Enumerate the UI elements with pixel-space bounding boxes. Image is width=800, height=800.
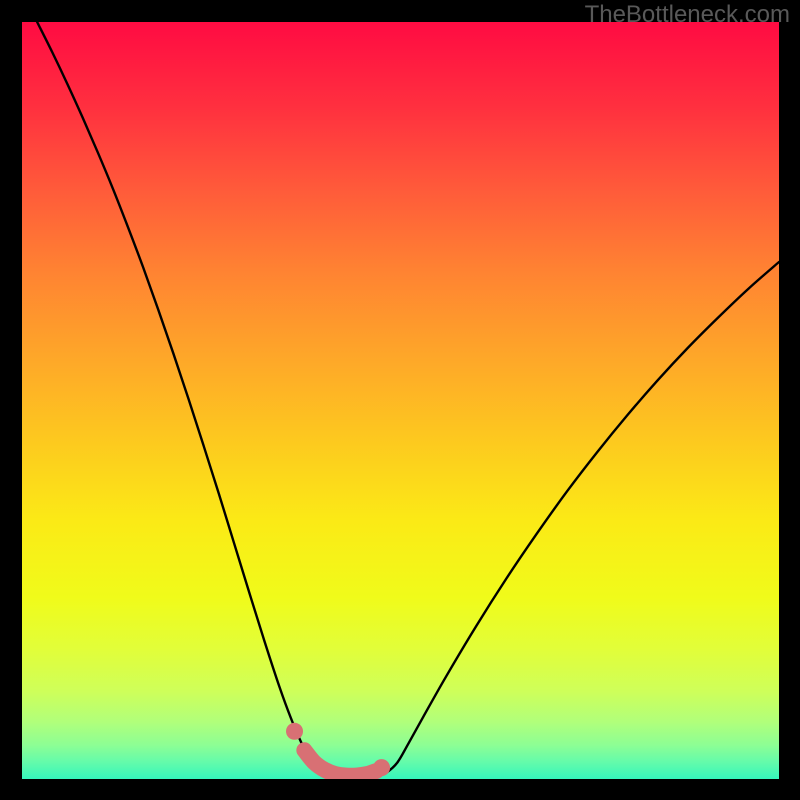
bottom-marker-dot: [373, 759, 390, 776]
bottom-marker-dot: [286, 723, 303, 740]
plot-area: [22, 22, 779, 779]
curve-layer: [22, 22, 779, 779]
watermark-text: TheBottleneck.com: [585, 1, 790, 29]
bottom-marker-trail: [304, 750, 376, 776]
chart-root: TheBottleneck.com: [0, 0, 800, 800]
bottleneck-curve: [37, 22, 779, 778]
